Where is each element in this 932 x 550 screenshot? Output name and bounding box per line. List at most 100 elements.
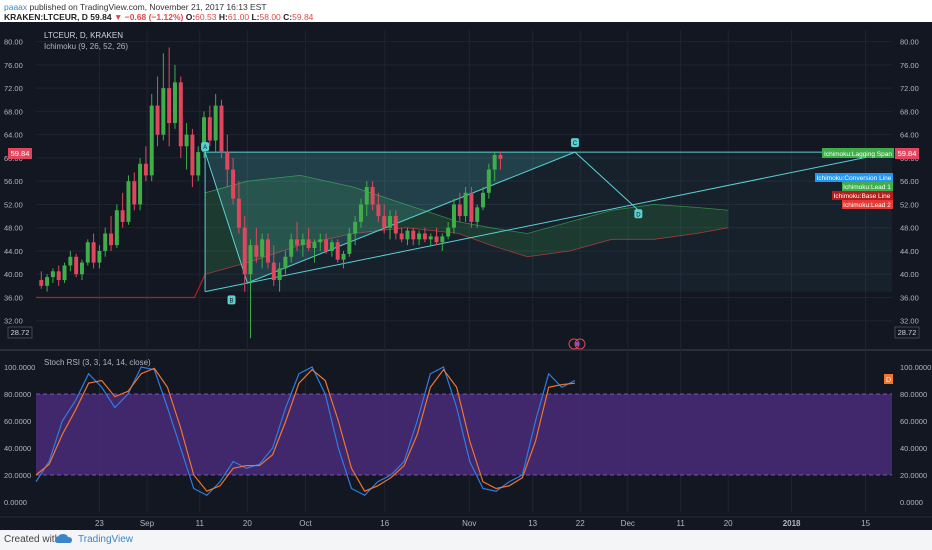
candle-body bbox=[172, 82, 177, 124]
pattern-markers: A B C D bbox=[201, 138, 643, 305]
legend-lead-1-label: Ichimoku:Lead 1 bbox=[843, 184, 891, 191]
cloud-fill bbox=[205, 175, 729, 275]
candle-body bbox=[434, 236, 439, 243]
price-tick-label-right: 36.00 bbox=[900, 293, 919, 302]
candle-body bbox=[85, 242, 90, 263]
price-tick-label-right: 52.00 bbox=[900, 200, 919, 209]
candle-body bbox=[289, 239, 294, 257]
candle-body bbox=[422, 233, 427, 240]
marker-b bbox=[227, 295, 236, 305]
candle-body bbox=[74, 256, 79, 275]
stoch-rsi-lines bbox=[35, 366, 576, 496]
candle-body bbox=[178, 82, 183, 147]
arrow-down-icon: ▼ bbox=[113, 12, 123, 22]
rsi-tick-label-left: 80.0000 bbox=[4, 390, 31, 399]
candle-body bbox=[469, 192, 474, 222]
marker-c-label: C bbox=[573, 141, 578, 147]
stoch-d-line bbox=[35, 367, 576, 492]
publish-line: paaax published on TradingView.com, Nove… bbox=[4, 2, 267, 12]
legend-lead-1 bbox=[842, 182, 893, 191]
time-tick-label: Oct bbox=[299, 519, 312, 528]
legend-lead-2 bbox=[842, 200, 893, 209]
legend-base-line bbox=[832, 191, 893, 200]
price-tick-label-right: 76.00 bbox=[900, 61, 919, 70]
candle-body bbox=[498, 155, 503, 159]
candle-body bbox=[248, 245, 253, 275]
overbought-oversold-band bbox=[36, 394, 892, 475]
legend-lead-2-label: Ichimoku:Lead 2 bbox=[843, 202, 891, 209]
candle-body bbox=[265, 239, 270, 263]
candle-body bbox=[242, 227, 247, 275]
candle-body bbox=[341, 253, 346, 260]
candle-body bbox=[114, 210, 119, 246]
candle-body bbox=[132, 181, 137, 205]
candle-body bbox=[393, 216, 398, 234]
candle-body bbox=[219, 105, 224, 153]
price-tick-label-left: 80.00 bbox=[4, 38, 23, 47]
candle-body bbox=[399, 233, 404, 240]
candle-body bbox=[353, 221, 358, 234]
candle-body bbox=[254, 245, 259, 257]
price-tick-label-left: 40.00 bbox=[4, 270, 23, 279]
candle-body bbox=[143, 163, 148, 176]
candle-body bbox=[451, 204, 456, 228]
events-icon[interactable] bbox=[568, 338, 586, 350]
candle-body bbox=[97, 250, 102, 263]
time-tick-label: 2018 bbox=[783, 519, 801, 528]
tradingview-brand[interactable]: TradingView bbox=[78, 534, 134, 545]
rsi-tick-label-right: 20.0000 bbox=[900, 471, 927, 480]
candle-body bbox=[207, 117, 212, 141]
marker-b-label: B bbox=[229, 298, 233, 304]
candle-body bbox=[103, 233, 108, 251]
stoch-rsi-title[interactable]: Stoch RSI (3, 3, 14, 14, close) bbox=[44, 358, 151, 367]
time-tick-label: Nov bbox=[462, 519, 476, 528]
candle-body bbox=[295, 239, 300, 246]
price-tick-label-right: 40.00 bbox=[900, 270, 919, 279]
support-trendline bbox=[204, 151, 893, 293]
symbol-label: KRAKEN:LTCEUR, D bbox=[4, 12, 88, 22]
lead-2-line bbox=[204, 227, 729, 275]
rsi-tick-label-left: 0.0000 bbox=[4, 498, 27, 507]
last-price-tag-right bbox=[895, 148, 919, 159]
candle-body bbox=[306, 239, 311, 249]
marker-d bbox=[634, 209, 643, 219]
candle-body bbox=[225, 152, 230, 170]
price-change: −0.68 (−1.12%) bbox=[124, 12, 184, 22]
candle-body bbox=[161, 88, 166, 135]
time-tick-label: 13 bbox=[528, 519, 537, 528]
candle-body bbox=[405, 230, 410, 240]
price-tick-label-right: 68.00 bbox=[900, 107, 919, 116]
high-label: H: bbox=[218, 12, 228, 22]
dividend-badge[interactable] bbox=[884, 374, 893, 384]
candlestick-series bbox=[39, 47, 503, 339]
price-tick-label-left: 72.00 bbox=[4, 84, 23, 93]
candle-body bbox=[364, 187, 369, 205]
author-link[interactable]: paaax bbox=[4, 2, 28, 12]
candle-body bbox=[45, 277, 50, 286]
rsi-tick-label-right: 100.0000 bbox=[900, 363, 931, 372]
candle-body bbox=[457, 204, 462, 217]
candle-body bbox=[440, 236, 445, 243]
candle-body bbox=[277, 268, 282, 281]
chart-canvas[interactable]: A B C D 80.00 80.00 76.00 76.00 72.00 72.00 68.00… bbox=[0, 22, 932, 530]
legend-base-line-label: Ichimoku:Base Line bbox=[834, 193, 891, 200]
candle-body bbox=[283, 256, 288, 269]
candle-body bbox=[481, 192, 486, 208]
candle-body bbox=[120, 210, 125, 222]
time-tick-label: 15 bbox=[861, 519, 870, 528]
candle-body bbox=[167, 88, 172, 124]
time-tick-label: 22 bbox=[576, 519, 585, 528]
candle-body bbox=[475, 207, 480, 222]
indicator-title[interactable]: Ichimoku (9, 26, 52, 26) bbox=[44, 42, 128, 51]
price-tick-label-right: 32.00 bbox=[900, 317, 919, 326]
time-tick-label: 16 bbox=[380, 519, 389, 528]
rsi-tick-label-right: 40.0000 bbox=[900, 444, 927, 453]
low-price-left: 28.72 bbox=[11, 328, 30, 337]
candle-body bbox=[382, 216, 387, 228]
candle-body bbox=[335, 242, 340, 260]
rsi-tick-label-left: 100.0000 bbox=[4, 363, 35, 372]
lead-1-line bbox=[204, 174, 729, 234]
candle-body bbox=[184, 134, 189, 147]
candle-body bbox=[318, 239, 323, 243]
marker-d-label: D bbox=[636, 212, 641, 218]
